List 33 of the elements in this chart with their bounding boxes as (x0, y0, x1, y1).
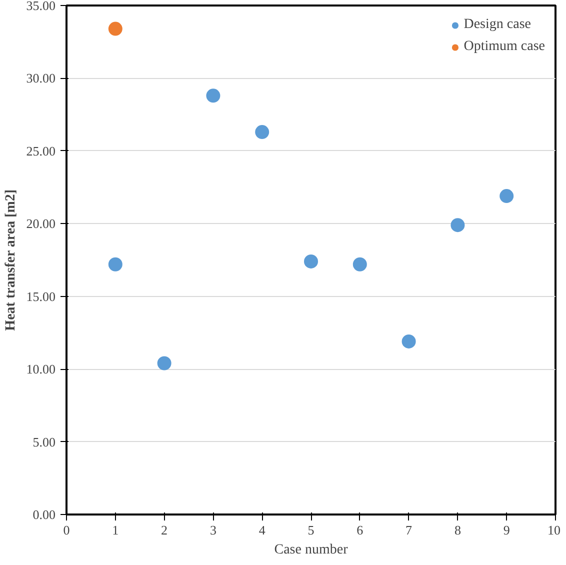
point (304, 254, 318, 268)
point (255, 125, 270, 140)
point (206, 88, 220, 103)
x-tick-label: 1 (112, 522, 119, 538)
y-tick-label: 25.00 (26, 143, 56, 158)
x-tick-label: 7 (406, 522, 413, 538)
y-axis-title: Heat transfer area [m2] (3, 189, 18, 331)
legend-label: Design case (464, 17, 531, 33)
y-tick-label: 10.00 (26, 362, 56, 377)
point (157, 356, 172, 370)
x-axis-title: Case number (274, 542, 348, 558)
y-tick-label: 0.00 (32, 507, 56, 522)
x-tick-label: 3 (210, 522, 216, 538)
point (352, 257, 367, 272)
y-tick-label: 35.00 (26, 0, 56, 13)
x-tick-label: 8 (454, 522, 461, 538)
point (500, 189, 514, 203)
x-tick-label: 2 (161, 522, 168, 538)
legend-label: Optimum case (464, 39, 545, 55)
point (402, 334, 416, 348)
y-tick-label: 20.00 (26, 216, 56, 232)
y-tick-label: 15.00 (26, 288, 56, 304)
x-tick-label: 4 (258, 522, 266, 538)
x-tick-label: 9 (503, 522, 510, 538)
y-tick-label: 30.00 (26, 70, 56, 86)
y-tick-label: 5.00 (32, 434, 56, 450)
x-tick-label: 0 (63, 522, 70, 538)
x-tick-label: 5 (308, 522, 314, 538)
x-tick-label: 6 (356, 522, 364, 538)
point (108, 22, 122, 36)
point (450, 218, 465, 232)
point (108, 257, 122, 272)
x-tick-label: 10 (548, 522, 560, 538)
